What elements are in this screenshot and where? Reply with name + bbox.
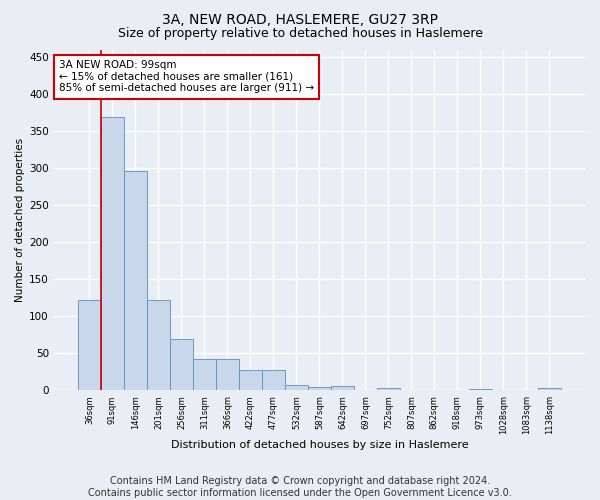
Bar: [538, 388, 561, 390]
Text: Contains HM Land Registry data © Crown copyright and database right 2024.
Contai: Contains HM Land Registry data © Crown c…: [88, 476, 512, 498]
Text: 3A, NEW ROAD, HASLEMERE, GU27 3RP: 3A, NEW ROAD, HASLEMERE, GU27 3RP: [162, 12, 438, 26]
Text: 3A NEW ROAD: 99sqm
← 15% of detached houses are smaller (161)
85% of semi-detach: 3A NEW ROAD: 99sqm ← 15% of detached hou…: [59, 60, 314, 94]
Bar: [285, 384, 308, 390]
Bar: [147, 300, 170, 390]
Text: Size of property relative to detached houses in Haslemere: Size of property relative to detached ho…: [118, 28, 482, 40]
Bar: [469, 389, 492, 390]
Bar: [193, 358, 216, 390]
Bar: [239, 370, 262, 390]
Bar: [124, 170, 147, 390]
Y-axis label: Number of detached properties: Number of detached properties: [15, 138, 25, 302]
Bar: [262, 370, 285, 390]
Bar: [216, 360, 239, 390]
X-axis label: Distribution of detached houses by size in Haslemere: Distribution of detached houses by size …: [170, 440, 468, 450]
Bar: [170, 340, 193, 390]
Bar: [331, 386, 354, 390]
Bar: [101, 116, 124, 390]
Bar: [377, 388, 400, 390]
Bar: [308, 388, 331, 390]
Bar: [78, 300, 101, 390]
